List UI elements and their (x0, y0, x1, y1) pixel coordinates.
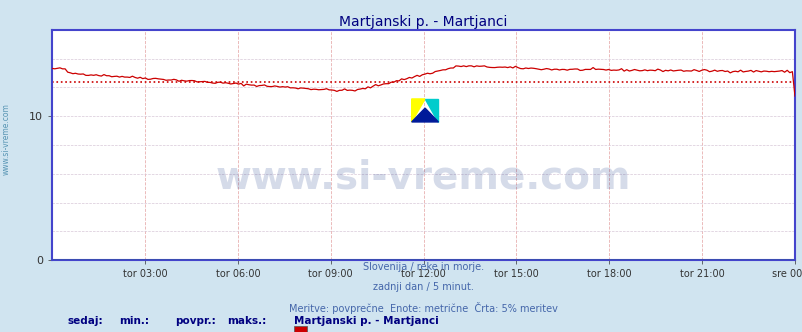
Polygon shape (411, 108, 438, 122)
Title: Martjanski p. - Martjanci: Martjanski p. - Martjanci (339, 15, 507, 29)
Text: zadnji dan / 5 minut.: zadnji dan / 5 minut. (373, 282, 473, 291)
FancyBboxPatch shape (294, 326, 306, 332)
Polygon shape (424, 99, 438, 122)
Text: Martjanski p. - Martjanci: Martjanski p. - Martjanci (294, 316, 438, 326)
Text: www.si-vreme.com: www.si-vreme.com (2, 104, 11, 175)
Text: Slovenija / reke in morje.: Slovenija / reke in morje. (363, 262, 484, 272)
Polygon shape (411, 99, 424, 122)
Text: min.:: min.: (119, 316, 149, 326)
Text: povpr.:: povpr.: (175, 316, 215, 326)
Text: Meritve: povprečne  Enote: metrične  Črta: 5% meritev: Meritve: povprečne Enote: metrične Črta:… (289, 302, 557, 314)
Text: sedaj:: sedaj: (67, 316, 103, 326)
Text: www.si-vreme.com: www.si-vreme.com (216, 158, 630, 196)
Text: maks.:: maks.: (226, 316, 265, 326)
